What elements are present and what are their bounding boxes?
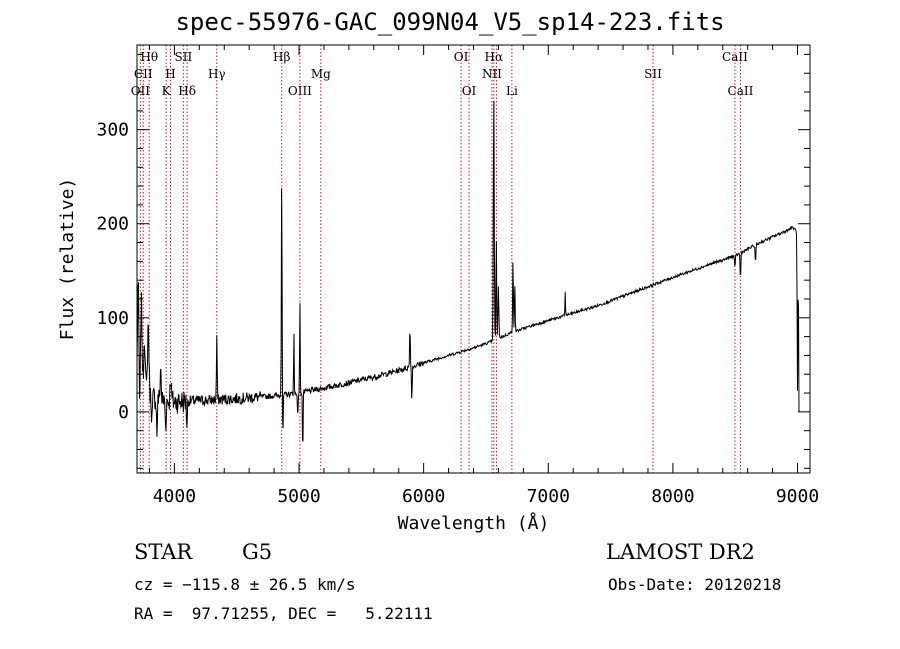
object-class: STAR — [134, 540, 193, 564]
y-axis-label: Flux (relative) — [57, 178, 78, 341]
x-tick-label: 8000 — [651, 486, 694, 507]
spectrum-line — [136, 100, 800, 442]
line-marker-label: Li — [506, 84, 518, 98]
line-marker-label: K — [162, 84, 172, 98]
line-marker-label: SII — [175, 50, 193, 64]
line-markers — [139, 45, 741, 473]
coordinates-text: RA = 97.71255, DEC = 5.22111 — [134, 604, 433, 623]
line-marker-label: CII — [134, 67, 153, 81]
line-marker-label: CaII — [722, 50, 748, 64]
line-marker-label: CaII — [728, 84, 754, 98]
redshift-text: cz = −115.8 ± 26.5 km/s — [134, 575, 356, 594]
line-marker-label: Hγ — [208, 67, 226, 81]
line-marker-label: Mg — [311, 67, 331, 81]
line-marker-labels: OIICIIHθKHSIIHδHγHβOIIIMgOIOINIIHαLiSIIC… — [131, 50, 754, 98]
line-marker-label: OI — [454, 50, 469, 64]
y-tick-label: 100 — [96, 308, 129, 329]
line-marker-label: Hβ — [273, 50, 290, 64]
x-tick-label: 9000 — [776, 486, 819, 507]
line-marker-label: H — [165, 67, 175, 81]
x-tick-label: 7000 — [527, 486, 570, 507]
y-tick-label: 300 — [96, 120, 129, 141]
y-tick-label: 200 — [96, 214, 129, 235]
x-axis-label: Wavelength (Å) — [398, 512, 550, 534]
chart-title: spec-55976-GAC_099N04_V5_sp14-223.fits — [175, 8, 725, 36]
x-tick-label: 6000 — [402, 486, 445, 507]
line-marker-label: OIII — [288, 84, 312, 98]
line-marker-label: Hα — [485, 50, 504, 64]
plot-frame — [136, 44, 811, 474]
line-marker-label: SII — [644, 67, 662, 81]
axis-tick-labels: 4000 5000 6000 7000 8000 9000 0 100 200 300 — [96, 120, 819, 507]
axis-ticks — [137, 45, 810, 473]
line-marker-label: Hθ — [140, 50, 158, 64]
x-tick-label: 5000 — [277, 486, 320, 507]
line-marker-label: OII — [131, 84, 151, 98]
survey-name: LAMOST DR2 — [606, 540, 755, 564]
obs-date-text: Obs-Date: 20120218 — [608, 575, 782, 594]
object-subclass: G5 — [242, 540, 273, 564]
line-marker-label: OI — [462, 84, 477, 98]
y-tick-label: 0 — [118, 402, 129, 423]
line-marker-label: NII — [482, 67, 502, 81]
x-tick-label: 4000 — [153, 486, 196, 507]
line-marker-label: Hδ — [178, 84, 196, 98]
